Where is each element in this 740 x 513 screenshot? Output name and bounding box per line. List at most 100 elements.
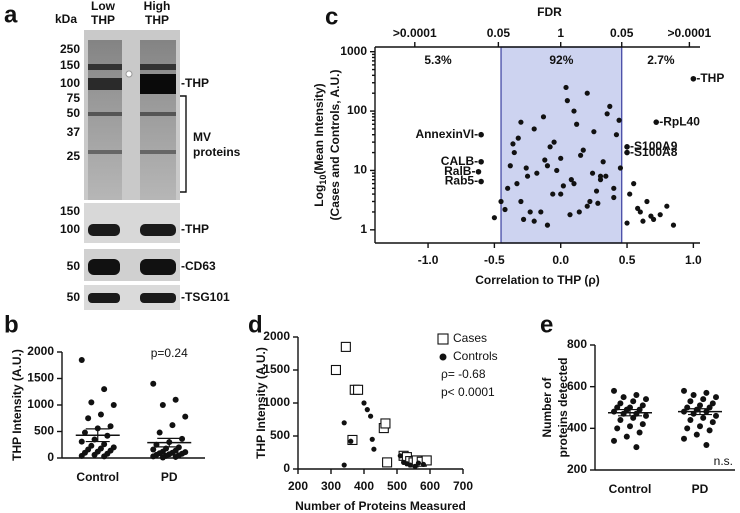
- data-point: [540, 114, 547, 120]
- data-point: [520, 216, 527, 222]
- data-point: [101, 453, 108, 460]
- data-point: [693, 431, 700, 438]
- y-tick-label: 0: [47, 450, 54, 464]
- y-tick-label: 1000: [263, 395, 290, 409]
- data-point: [341, 462, 347, 468]
- data-point: [574, 121, 580, 127]
- data-point: [97, 411, 104, 418]
- data-point: [518, 119, 524, 125]
- blot: [84, 203, 180, 243]
- y-label-part: Log: [312, 185, 326, 207]
- panel-d: d 0 500 1000 1500 2000 200 300 400 500 600 700 Numbe…: [248, 311, 498, 513]
- data-point: [550, 191, 556, 197]
- x-tick-label: -0.5: [484, 253, 505, 267]
- labeled-point: [624, 144, 630, 150]
- data-point: [81, 429, 88, 436]
- x2-tick-label: 1: [557, 26, 564, 40]
- data-point: [643, 396, 649, 403]
- data-point: [110, 402, 117, 408]
- data-point: [558, 155, 564, 161]
- bracket-label: proteins: [193, 145, 241, 159]
- y-tick-label: 200: [567, 462, 587, 476]
- y-tick-label: 1000: [27, 397, 54, 411]
- data-point: [603, 173, 609, 179]
- data-point: [420, 461, 426, 467]
- data-point: [703, 389, 710, 396]
- data-point: [681, 387, 687, 394]
- data-point: [564, 98, 570, 104]
- legend-marker: [439, 353, 447, 361]
- data-point: [578, 152, 584, 158]
- data-point: [78, 438, 85, 445]
- data-point: [697, 423, 703, 430]
- data-point: [681, 435, 687, 442]
- x-tick-label: 300: [321, 479, 341, 493]
- panel-e: e 200 400 600 800 Number of proteins detected C…: [540, 311, 735, 496]
- data-point: [624, 220, 630, 226]
- y-tick-label: 1: [360, 222, 367, 236]
- error-bar: [618, 408, 642, 417]
- y-tick-label: 1500: [263, 362, 290, 376]
- data-point: [527, 209, 533, 215]
- data-point: [639, 421, 646, 428]
- labeled-point: [478, 178, 484, 185]
- marker-label: 50: [67, 290, 81, 304]
- data-point: [611, 408, 617, 415]
- gel-band: [140, 64, 176, 70]
- data-point: [101, 386, 108, 393]
- fdr-region: [500, 46, 623, 244]
- data-point: [670, 222, 677, 228]
- marker-label: 50: [67, 259, 81, 273]
- data-point: [617, 165, 624, 171]
- data-point: [633, 444, 640, 451]
- data-point: [542, 157, 548, 163]
- gel-band: [88, 64, 122, 70]
- data-point: [341, 420, 347, 426]
- marker-label: 100: [60, 222, 80, 236]
- unit-label: kDa: [55, 12, 77, 26]
- marker-label: 50: [67, 106, 81, 120]
- point-label: -S100A9: [630, 139, 678, 153]
- x-tick-label: Control: [609, 482, 652, 496]
- x2-tick-label: >0.0001: [668, 26, 712, 40]
- data-point: [330, 364, 342, 376]
- bracket-label: MV: [193, 130, 211, 144]
- y-tick-label: 1000: [340, 44, 367, 58]
- data-point: [687, 417, 694, 423]
- y-label-part: (Mean Intensity): [312, 83, 326, 174]
- y-axis-label: Number of: [540, 376, 554, 437]
- x-tick-label: 200: [288, 479, 308, 493]
- data-point: [620, 394, 627, 401]
- x-tick-label: PD: [692, 482, 709, 496]
- gel-band: [140, 112, 176, 116]
- marker-label: 25: [67, 149, 81, 163]
- data-point: [415, 460, 422, 466]
- data-point: [614, 425, 621, 432]
- data-point: [510, 141, 516, 147]
- x-tick-label: 400: [354, 479, 374, 493]
- x-tick-label: -1.0: [418, 253, 439, 267]
- blot-band: [140, 224, 176, 236]
- labeled-point: [690, 75, 697, 82]
- data-point: [584, 90, 590, 96]
- data-point: [643, 412, 649, 419]
- blot-band: [140, 259, 176, 275]
- gel-band: [140, 150, 176, 154]
- data-point: [544, 163, 551, 169]
- x2-tick-label: 0.05: [610, 26, 634, 40]
- point-label: RalB-: [444, 164, 475, 178]
- data-point: [159, 402, 166, 408]
- data-point: [630, 398, 637, 405]
- data-point: [498, 198, 504, 205]
- data-point: [580, 147, 586, 153]
- data-point: [348, 438, 354, 444]
- y-tick-label: 500: [270, 428, 290, 442]
- data-point: [340, 341, 351, 352]
- data-point: [502, 206, 508, 213]
- marker-label: 150: [60, 58, 80, 72]
- data-point: [627, 423, 633, 430]
- point-label: Rab5-: [445, 174, 478, 188]
- data-point: [687, 398, 694, 405]
